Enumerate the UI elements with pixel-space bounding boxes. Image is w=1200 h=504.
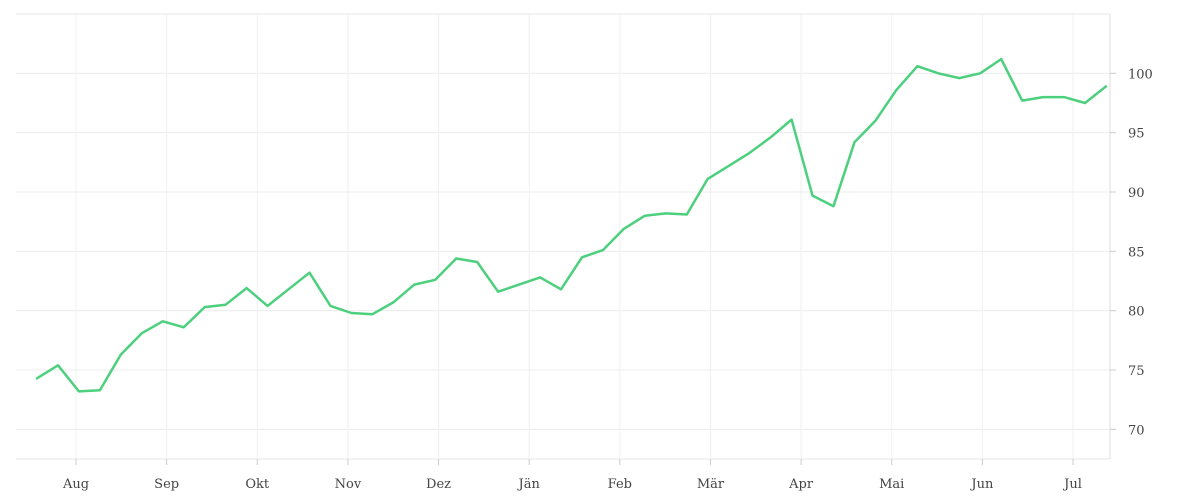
y-tick-label-75: 75 xyxy=(1128,364,1145,379)
x-tick-label-4: Nov xyxy=(335,477,362,492)
x-tick-label-6: Jän xyxy=(517,477,541,492)
y-tick-label-100: 100 xyxy=(1128,67,1153,82)
y-tick-label-70: 70 xyxy=(1128,423,1145,438)
x-tick-label-9: Apr xyxy=(788,477,814,492)
x-tick-label-1: Aug xyxy=(62,477,89,492)
series-layer xyxy=(35,57,1108,393)
grid-layer xyxy=(16,13,1110,460)
x-tick-label-8: Mär xyxy=(697,477,725,492)
x-tick-label-3: Okt xyxy=(245,477,270,492)
x-tick-label-12: Jul xyxy=(1062,477,1082,492)
x-tick-label-2: Sep xyxy=(154,477,179,492)
axis-layer xyxy=(75,14,1116,465)
y-tick-label-85: 85 xyxy=(1128,245,1145,260)
y-tick-label-90: 90 xyxy=(1128,186,1145,201)
x-tick-label-10: Mai xyxy=(879,477,904,492)
x-tick-label-5: Dez xyxy=(426,477,451,492)
series-line-1 xyxy=(35,57,1108,393)
x-tick-label-7: Feb xyxy=(608,477,632,492)
x-tick-label-11: Jun xyxy=(969,477,994,492)
label-layer: 70 75 80 85 90 95 100 Aug Sep Okt Nov Dez Jän Feb Mär A… xyxy=(62,67,1153,492)
y-tick-label-95: 95 xyxy=(1128,127,1145,142)
y-tick-label-80: 80 xyxy=(1128,305,1145,320)
